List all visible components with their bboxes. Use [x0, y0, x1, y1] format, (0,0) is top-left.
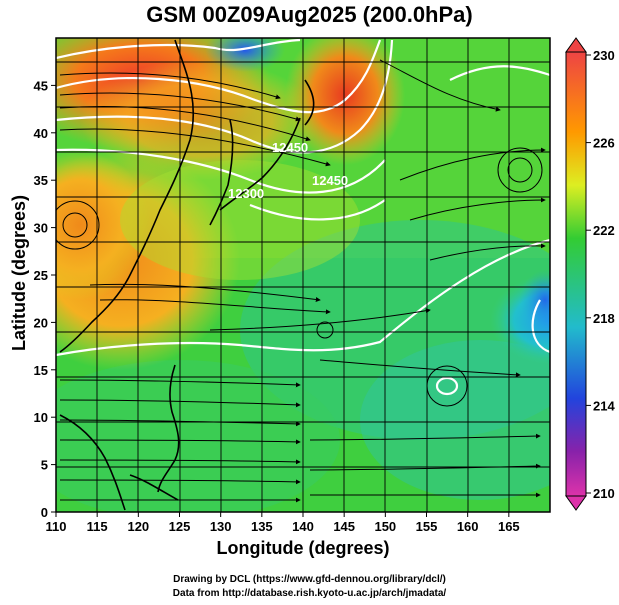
- lat-lon-grid: [56, 38, 550, 512]
- contour-label: 12450: [272, 140, 308, 155]
- y-axis-title: Latitude (degrees): [9, 194, 29, 352]
- colorbar-tick-label: 210: [593, 486, 615, 501]
- x-tick-label: 155: [416, 519, 438, 534]
- colorbar-tick-label: 222: [593, 223, 615, 238]
- x-axis-ticks: 110 115 120 125 130 135 140 145 150 155 160 165: [46, 512, 520, 534]
- y-tick-label: 35: [34, 173, 48, 188]
- colorbar-scale: [565, 51, 587, 497]
- y-tick-label: 25: [34, 268, 48, 283]
- y-tick-label: 15: [34, 363, 48, 378]
- x-axis-title: Longitude (degrees): [216, 538, 390, 558]
- credit-data: Data from http://database.rish.kyoto-u.a…: [172, 588, 447, 599]
- x-tick-label: 145: [333, 519, 355, 534]
- x-tick-label: 110: [46, 519, 67, 534]
- y-tick-label: 30: [34, 221, 48, 236]
- x-tick-label: 165: [498, 519, 520, 534]
- map-title: GSM 00Z09Aug2025 (200.0hPa): [146, 2, 473, 27]
- colorbar: 230 226 222 218 214 210: [565, 37, 615, 511]
- contour-label: 12300: [228, 186, 264, 201]
- x-tick-label: 140: [292, 519, 314, 534]
- x-tick-label: 125: [169, 519, 191, 534]
- colorbar-top-arrow: [565, 37, 587, 53]
- colorbar-tick-label: 214: [593, 398, 615, 413]
- y-tick-label: 20: [34, 315, 48, 330]
- y-tick-label: 45: [34, 78, 48, 93]
- y-tick-label: 10: [34, 410, 48, 425]
- credit-drawing: Drawing by DCL (https://www.gfd-dennou.o…: [173, 574, 446, 585]
- x-tick-label: 120: [127, 519, 149, 534]
- x-tick-label: 135: [251, 519, 273, 534]
- x-tick-label: 115: [87, 519, 108, 534]
- x-tick-label: 150: [374, 519, 396, 534]
- colorbar-tick-label: 218: [593, 311, 615, 326]
- y-tick-label: 0: [41, 505, 48, 520]
- temperature-field: [56, 38, 550, 512]
- x-tick-label: 130: [210, 519, 232, 534]
- y-axis-ticks: 0 5 10 15 20 25 30 35 40 45: [34, 78, 56, 520]
- colorbar-tick-label: 230: [593, 48, 615, 63]
- y-tick-label: 5: [41, 458, 48, 473]
- x-tick-label: 160: [457, 519, 479, 534]
- colorbar-tick-label: 226: [593, 136, 615, 151]
- y-tick-label: 40: [34, 126, 48, 141]
- colorbar-bottom-arrow: [565, 495, 587, 511]
- contour-label: 12450: [312, 173, 348, 188]
